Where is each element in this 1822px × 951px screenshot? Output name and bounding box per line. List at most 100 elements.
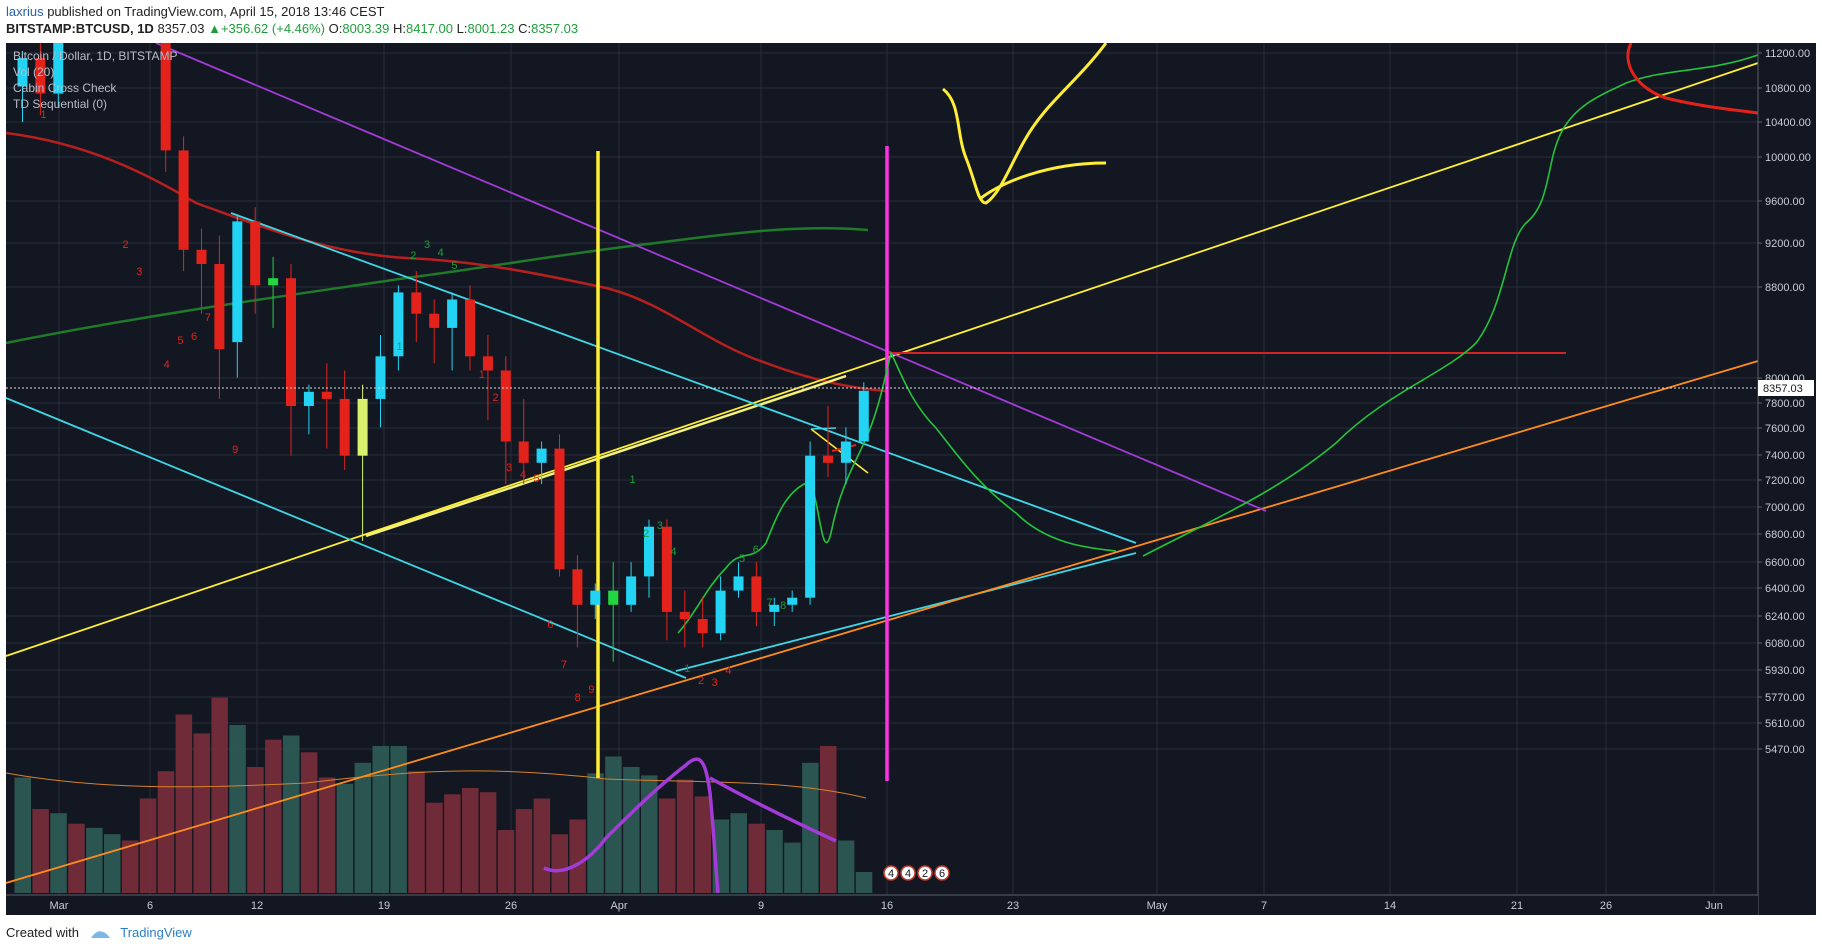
td-count-label: 2 <box>123 239 129 251</box>
triangle-cyan-b <box>810 427 837 430</box>
candle-body[interactable] <box>858 390 869 442</box>
candle-body[interactable] <box>500 370 511 442</box>
candle-body[interactable] <box>196 249 207 264</box>
volume-bar <box>139 798 157 893</box>
candle-body[interactable] <box>679 611 690 619</box>
tradingview-link[interactable]: TradingView <box>120 925 192 940</box>
candle-body[interactable] <box>321 391 332 399</box>
event-badge-icon[interactable] <box>917 865 933 881</box>
volume-bar <box>426 802 443 893</box>
volume-bar <box>497 830 515 893</box>
candle-body[interactable] <box>608 590 619 605</box>
volume-bar <box>390 746 407 893</box>
volume-bar <box>175 714 193 893</box>
candle-body[interactable] <box>590 590 601 605</box>
volume-bar <box>658 798 676 893</box>
candle-body[interactable] <box>536 448 547 463</box>
candle-body[interactable] <box>805 455 816 598</box>
candle-body[interactable] <box>17 58 28 87</box>
date-tick-label: May <box>1147 900 1168 912</box>
event-badge-count: 6 <box>939 868 945 880</box>
volume-bar <box>354 762 372 893</box>
ma-50-line <box>6 131 887 393</box>
volume-bar <box>211 697 228 893</box>
candle-body[interactable] <box>465 299 475 357</box>
candle-body[interactable] <box>375 356 386 399</box>
volume-bar <box>283 735 300 893</box>
candle-body[interactable] <box>268 278 279 286</box>
volume-bar <box>479 792 497 893</box>
td-count-label: 5 <box>177 335 183 347</box>
candle-body[interactable] <box>482 356 493 371</box>
candle-body[interactable] <box>626 576 637 605</box>
candle-body[interactable] <box>447 299 458 328</box>
open-label: O: <box>328 21 343 36</box>
td-count-label: 3 <box>136 266 142 278</box>
candle-body[interactable] <box>518 441 529 463</box>
volume-bar <box>68 823 85 893</box>
last-price-tag: 8357.03 <box>1763 383 1803 395</box>
volume-bar <box>587 773 604 893</box>
candle-body[interactable] <box>339 398 350 456</box>
volume-bar <box>730 813 747 893</box>
candle-body[interactable] <box>393 292 404 357</box>
candle-body[interactable] <box>429 313 440 328</box>
candle-body[interactable] <box>751 576 762 612</box>
event-badge-icon[interactable] <box>900 865 916 881</box>
candle-body[interactable] <box>697 619 708 634</box>
candle-body[interactable] <box>250 221 261 286</box>
chart-legend: Bitcoin / Dollar, 1D, BITSTAMP Vol (20) … <box>13 49 178 111</box>
candle-body[interactable] <box>715 590 726 634</box>
price-tick-label: 7000.00 <box>1765 502 1805 514</box>
candle-body[interactable] <box>35 58 46 94</box>
td-count-label: 3 <box>657 520 663 532</box>
price-tick-label: 5770.00 <box>1765 692 1805 704</box>
candle-body[interactable] <box>214 264 225 350</box>
candle-body[interactable] <box>572 569 583 605</box>
candle-body[interactable] <box>411 292 422 314</box>
candle-body[interactable] <box>303 391 314 406</box>
candle-body[interactable] <box>178 150 189 250</box>
td-count-label: 2 <box>698 675 704 687</box>
trendline-cyan-rising <box>675 552 1137 672</box>
tradingview-logo-icon <box>90 930 110 938</box>
candle-body[interactable] <box>787 597 798 605</box>
td-count-label: 5 <box>739 553 745 565</box>
candle-body[interactable] <box>286 278 296 406</box>
td-count-label: 3 <box>506 462 512 474</box>
candle-body[interactable] <box>53 43 64 94</box>
date-axis[interactable]: Mar 6 12 19 26 Apr 9 16 23 May 7 14 21 26 Jun <box>6 894 1758 915</box>
volume-ma-line <box>6 770 867 799</box>
event-badge-icon[interactable] <box>934 865 950 881</box>
trendline-yellow-rising <box>6 62 1759 657</box>
author-link[interactable]: laxrius <box>6 4 44 19</box>
date-tick-label: 7 <box>1261 900 1267 912</box>
candle-body[interactable] <box>232 221 243 343</box>
legend-cabin-cross: Cabin Cross Check <box>13 81 117 95</box>
price-axis[interactable]: 11200.00 10800.00 10400.00 10000.00 9600.00 9… <box>1757 43 1816 915</box>
candle-body[interactable] <box>661 526 672 612</box>
td-count-label: 1 <box>40 109 46 121</box>
close-label: C: <box>518 21 532 36</box>
candle-body[interactable] <box>554 448 565 570</box>
volume-bar <box>50 813 67 893</box>
candle-body[interactable] <box>357 398 368 456</box>
volume-bar <box>265 739 282 893</box>
volume-bar <box>193 733 210 893</box>
candle-body[interactable] <box>160 43 171 151</box>
candle-body[interactable] <box>769 604 780 612</box>
candle-body[interactable] <box>644 526 654 577</box>
candle-body[interactable] <box>823 455 833 463</box>
td-count-label: 6 <box>753 544 759 556</box>
symbol-label: BITSTAMP:BTCUSD, 1D <box>6 21 154 36</box>
candle-body[interactable] <box>733 576 744 591</box>
volume-bar <box>605 756 622 893</box>
td-count-label: 4 <box>725 665 731 677</box>
price-tick-label: 5610.00 <box>1765 718 1805 730</box>
triangle-yellow-a <box>810 428 869 474</box>
candle-body[interactable] <box>840 441 851 463</box>
event-badge-icon[interactable] <box>883 865 899 881</box>
